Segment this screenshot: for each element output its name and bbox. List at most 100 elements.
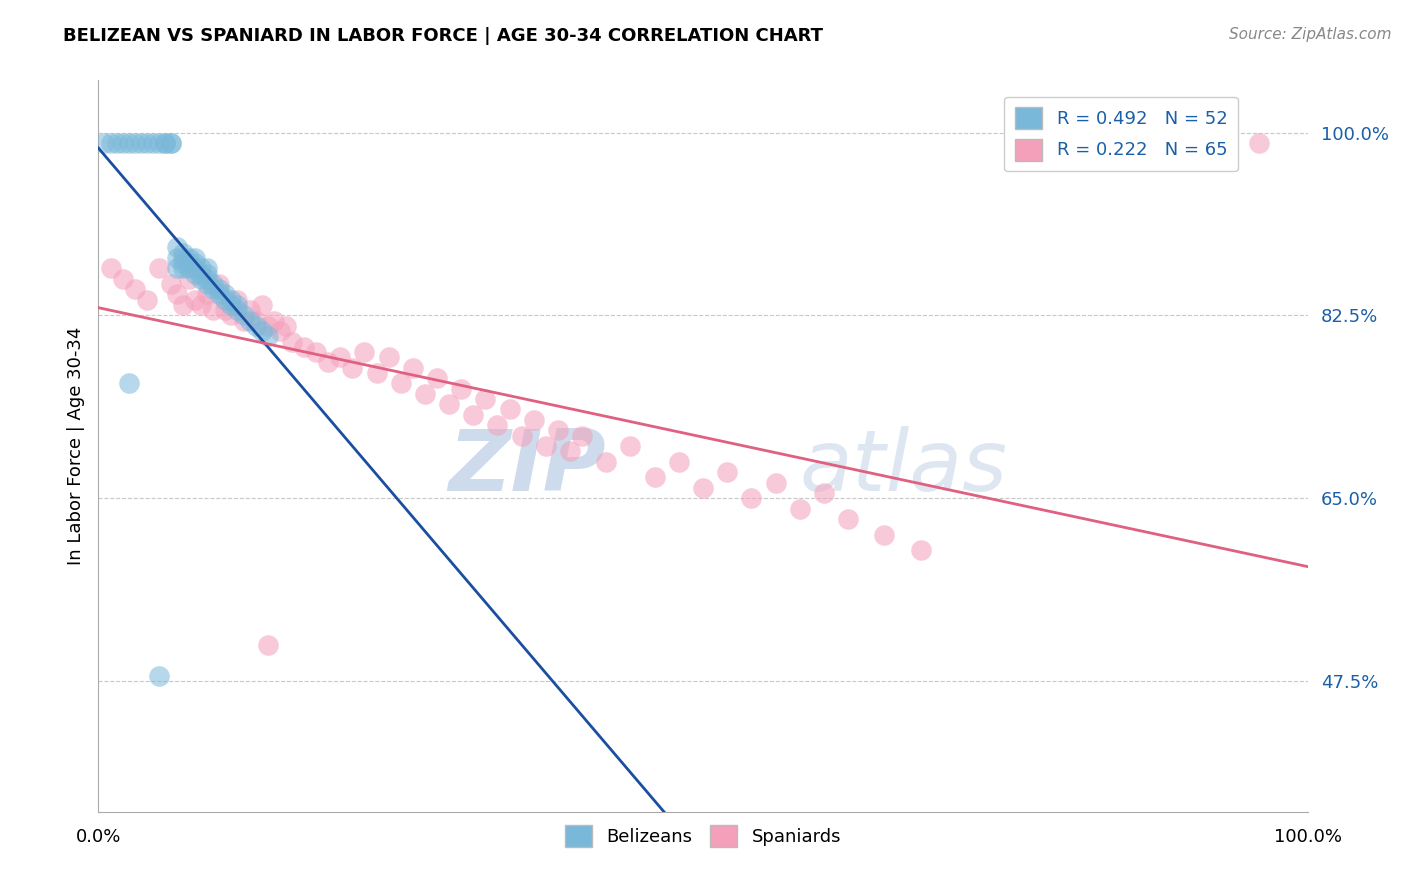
Point xyxy=(232,313,254,327)
Point xyxy=(250,298,273,312)
Point xyxy=(179,261,201,276)
Point xyxy=(184,256,207,270)
Point xyxy=(172,261,194,276)
Point xyxy=(245,313,267,327)
Point xyxy=(135,136,157,150)
Point xyxy=(226,303,249,318)
Point xyxy=(426,371,449,385)
Point xyxy=(644,470,666,484)
Point xyxy=(148,669,170,683)
Point xyxy=(305,345,328,359)
Point xyxy=(118,136,141,150)
Point xyxy=(619,439,641,453)
Point xyxy=(413,386,436,401)
Point xyxy=(202,277,225,291)
Point xyxy=(93,136,115,150)
Point xyxy=(208,287,231,301)
Point xyxy=(111,272,134,286)
Point xyxy=(366,366,388,380)
Point xyxy=(214,287,236,301)
Point xyxy=(111,136,134,150)
Point xyxy=(474,392,496,406)
Point xyxy=(232,309,254,323)
Text: Source: ZipAtlas.com: Source: ZipAtlas.com xyxy=(1229,27,1392,42)
Point xyxy=(486,418,509,433)
Point xyxy=(148,261,170,276)
Point xyxy=(269,324,291,338)
Point xyxy=(534,439,557,453)
Point xyxy=(450,382,472,396)
Point xyxy=(692,481,714,495)
Point xyxy=(353,345,375,359)
Point xyxy=(100,136,122,150)
Point xyxy=(184,251,207,265)
Point xyxy=(105,136,128,150)
Point xyxy=(789,501,811,516)
Point xyxy=(910,543,932,558)
Point xyxy=(202,282,225,296)
Point xyxy=(179,272,201,286)
Point xyxy=(558,444,581,458)
Text: ZIP: ZIP xyxy=(449,426,606,509)
Point xyxy=(100,261,122,276)
Point xyxy=(256,318,278,333)
Point xyxy=(226,293,249,307)
Point xyxy=(190,267,212,281)
Point xyxy=(208,282,231,296)
Point xyxy=(129,136,152,150)
Point xyxy=(172,256,194,270)
Point xyxy=(166,251,188,265)
Point xyxy=(292,340,315,354)
Point xyxy=(195,272,218,286)
Point xyxy=(190,298,212,312)
Point xyxy=(263,313,285,327)
Point xyxy=(172,298,194,312)
Point xyxy=(179,256,201,270)
Point xyxy=(142,136,165,150)
Point xyxy=(148,136,170,150)
Point xyxy=(195,267,218,281)
Point xyxy=(463,408,485,422)
Point xyxy=(316,355,339,369)
Point xyxy=(437,397,460,411)
Point xyxy=(498,402,520,417)
Point xyxy=(389,376,412,391)
Point xyxy=(166,240,188,254)
Point xyxy=(214,303,236,318)
Point xyxy=(221,293,243,307)
Point xyxy=(226,298,249,312)
Point xyxy=(668,455,690,469)
Point xyxy=(571,428,593,442)
Point xyxy=(153,136,176,150)
Point xyxy=(135,293,157,307)
Point xyxy=(510,428,533,442)
Point xyxy=(190,272,212,286)
Point xyxy=(740,491,762,506)
Point xyxy=(245,318,267,333)
Text: BELIZEAN VS SPANIARD IN LABOR FORCE | AGE 30-34 CORRELATION CHART: BELIZEAN VS SPANIARD IN LABOR FORCE | AG… xyxy=(63,27,824,45)
Point xyxy=(281,334,304,349)
Point xyxy=(195,287,218,301)
Point xyxy=(250,324,273,338)
Point xyxy=(202,303,225,318)
Point xyxy=(124,282,146,296)
Point xyxy=(716,465,738,479)
Point xyxy=(256,329,278,343)
Y-axis label: In Labor Force | Age 30-34: In Labor Force | Age 30-34 xyxy=(66,326,84,566)
Point xyxy=(172,251,194,265)
Point xyxy=(547,423,569,437)
Point xyxy=(342,360,364,375)
Point xyxy=(190,261,212,276)
Point xyxy=(118,376,141,391)
Point xyxy=(160,136,183,150)
Point xyxy=(153,136,176,150)
Point xyxy=(274,318,297,333)
Point xyxy=(160,277,183,291)
Point xyxy=(239,303,262,318)
Point xyxy=(179,251,201,265)
Point xyxy=(214,293,236,307)
Point xyxy=(1249,136,1271,150)
Point xyxy=(195,277,218,291)
Point xyxy=(239,313,262,327)
Point xyxy=(813,486,835,500)
